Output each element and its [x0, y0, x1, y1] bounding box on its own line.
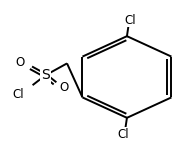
Text: O: O: [15, 56, 25, 69]
Text: Cl: Cl: [13, 88, 24, 101]
Text: Cl: Cl: [124, 14, 136, 27]
Text: Cl: Cl: [117, 128, 129, 141]
Text: S: S: [41, 69, 50, 83]
Text: O: O: [59, 81, 69, 94]
